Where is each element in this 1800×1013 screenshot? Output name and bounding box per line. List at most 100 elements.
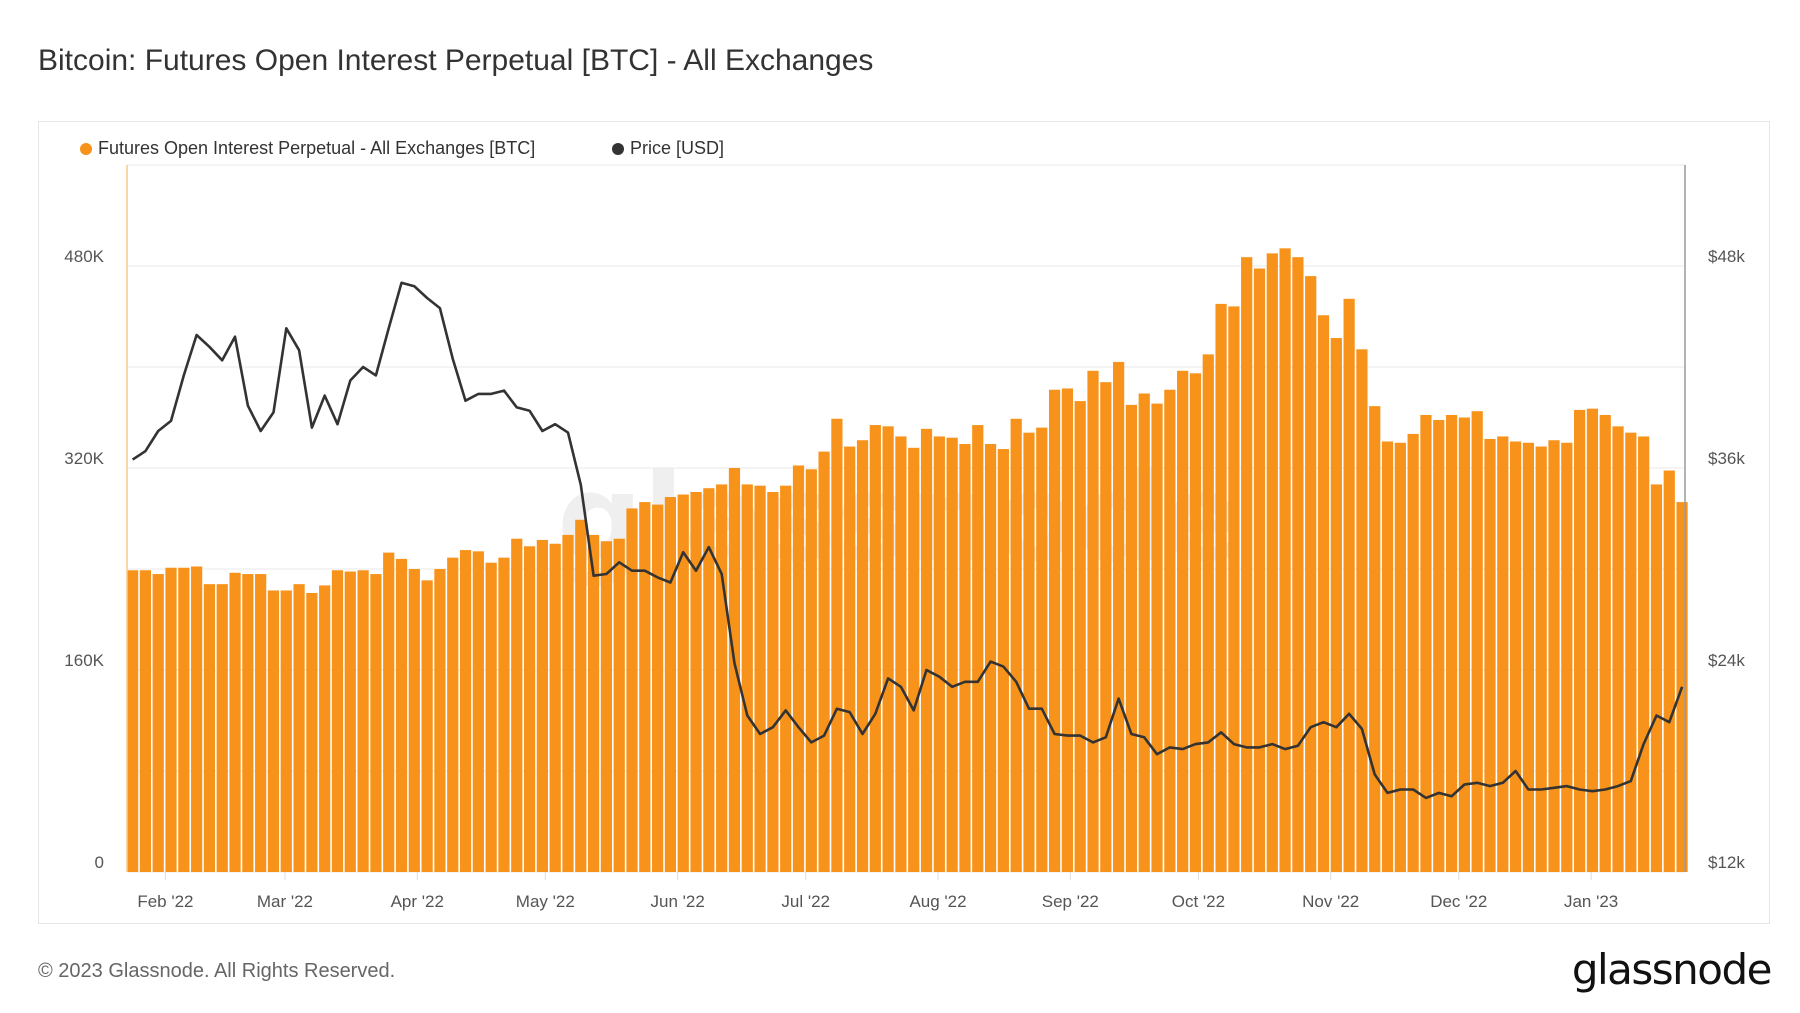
oi-bar [229,572,241,872]
oi-bar [1100,382,1112,872]
oi-bar [1241,257,1253,873]
oi-bar [383,552,395,872]
oi-bar [1113,361,1125,872]
oi-bar [1650,484,1663,872]
oi-bar [472,551,484,872]
chart-title: Bitcoin: Futures Open Interest Perpetual… [38,44,874,77]
x-tick-label: Oct '22 [1172,892,1225,911]
oi-bar [869,425,881,872]
oi-bar [1164,389,1176,872]
oi-bar [959,444,971,872]
oi-bar [1497,436,1509,872]
oi-bar [1202,354,1214,872]
oi-bar [1522,442,1535,872]
oi-bar [216,584,228,872]
oi-bar [920,428,933,872]
oi-bar [408,569,420,872]
x-tick-label: Jan '23 [1564,892,1618,911]
x-tick-label: Jun '22 [650,892,704,911]
oi-bar [293,584,305,872]
x-tick-label: Feb '22 [137,892,193,911]
oi-bar [1638,436,1650,872]
oi-bar [523,546,536,872]
legend-label: Price [USD] [630,138,725,158]
oi-bar [703,488,715,872]
legend-dot-icon [80,142,92,155]
oi-bar [1599,414,1611,872]
oi-bar [805,469,817,872]
y-left-tick-label: 320K [64,449,104,468]
oi-bar [1087,370,1099,872]
oi-bar [459,550,472,872]
y-right-tick-label: $36k [1708,449,1745,468]
oi-bar [741,484,753,872]
oi-bar [511,538,523,872]
glassnode-logo: glassnode [1571,945,1773,994]
oi-bar [575,519,587,872]
oi-bar [908,447,920,872]
legend-item-price[interactable]: Price [USD] [612,138,724,159]
oi-bar [613,538,625,872]
price-line [131,281,1684,800]
oi-bar [267,590,280,872]
oi-bar [818,451,830,872]
x-tick-label: Sep '22 [1042,892,1099,911]
oi-bar [1048,389,1061,872]
oi-bar [792,465,805,872]
oi-bar [280,590,292,872]
oi-bar [395,558,408,872]
oi-bar [1253,268,1266,872]
oi-bar [1228,306,1240,872]
oi-bar [1471,411,1483,872]
oi-bar [767,491,779,872]
oi-bar [1407,433,1419,872]
oi-bar [933,436,945,872]
y-left-tick-label: 160K [64,651,104,670]
oi-bar [1433,420,1445,872]
oi-bar [536,539,548,872]
y-left-tick-label: 0 [95,853,104,872]
oi-bar [997,449,1009,872]
x-tick-label: Aug '22 [909,892,966,911]
oi-bar [626,508,638,872]
oi-bar [357,570,369,872]
legend-label: Futures Open Interest Perpetual - All Ex… [98,138,536,158]
oi-bar [1215,303,1227,872]
oi-bar [1458,417,1470,872]
oi-bar [1369,406,1381,872]
oi-bar [1061,388,1074,872]
oi-bar [498,557,510,872]
oi-bar [485,562,497,872]
oi-bar [1036,427,1048,872]
oi-bar [844,446,856,872]
oi-bar [895,436,907,872]
oi-bar [677,494,689,872]
oi-bar [831,418,843,872]
oi-bar [1189,373,1202,872]
oi-bar [178,567,190,872]
oi-bar [434,569,446,872]
oi-bar [1266,253,1278,872]
oi-bar [1381,441,1394,872]
oi-bar [1151,403,1163,872]
y-left-tick-label: 480K [64,247,104,266]
x-tick-label: Jul '22 [781,892,830,911]
oi-bar [165,567,177,872]
x-tick-label: Dec '22 [1430,892,1487,911]
oi-bar [203,584,216,872]
oi-bar [1420,414,1432,872]
oi-bar [728,468,741,872]
oi-bar [139,570,152,872]
oi-bar [1574,409,1586,872]
oi-bar [1279,248,1291,872]
oi-bar [1586,408,1599,872]
oi-bar [1305,276,1317,873]
oi-bar [319,585,331,872]
oi-bar [549,543,561,872]
oi-bar [754,485,766,872]
oi-bar [447,557,459,872]
legend-item-open-interest[interactable]: Futures Open Interest Perpetual - All Ex… [80,138,535,159]
oi-bar [1625,432,1637,872]
oi-bar [856,440,869,872]
oi-bar [600,541,613,872]
